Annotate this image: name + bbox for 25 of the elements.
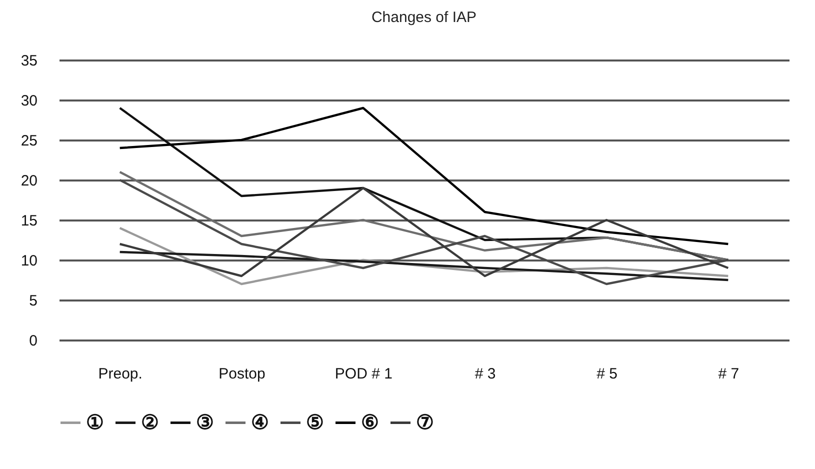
x-tick-label: # 5 (596, 366, 618, 382)
x-tick-label: Postop (218, 366, 266, 382)
x-tick-label: POD # 1 (334, 366, 392, 382)
y-tick-label: 35 (20, 52, 38, 70)
y-tick-label: 20 (20, 172, 38, 190)
chart-title: Changes of IAP (371, 9, 477, 26)
line-series (118, 170, 730, 262)
y-tick-label: 10 (20, 252, 38, 270)
x-tick-label: # 3 (474, 366, 496, 382)
y-tick-label: 5 (29, 292, 38, 310)
y-tick-label: 30 (20, 92, 38, 110)
legend-label: ③ (196, 410, 214, 434)
line-series (118, 250, 730, 282)
y-tick-label: 0 (29, 332, 38, 350)
x-tick-label: Preop. (98, 366, 142, 382)
y-tick-label: 25 (20, 132, 38, 150)
legend-label: ① (86, 410, 104, 434)
legend-label: ② (141, 410, 159, 434)
x-tick-label: # 7 (718, 366, 740, 382)
legend-label: ⑥ (361, 410, 379, 434)
legend-label: ⑦ (416, 410, 434, 434)
legend-label: ⑤ (306, 410, 324, 434)
legend-label: ④ (251, 410, 269, 434)
y-tick-label: 15 (20, 212, 38, 230)
line-series (118, 226, 730, 286)
